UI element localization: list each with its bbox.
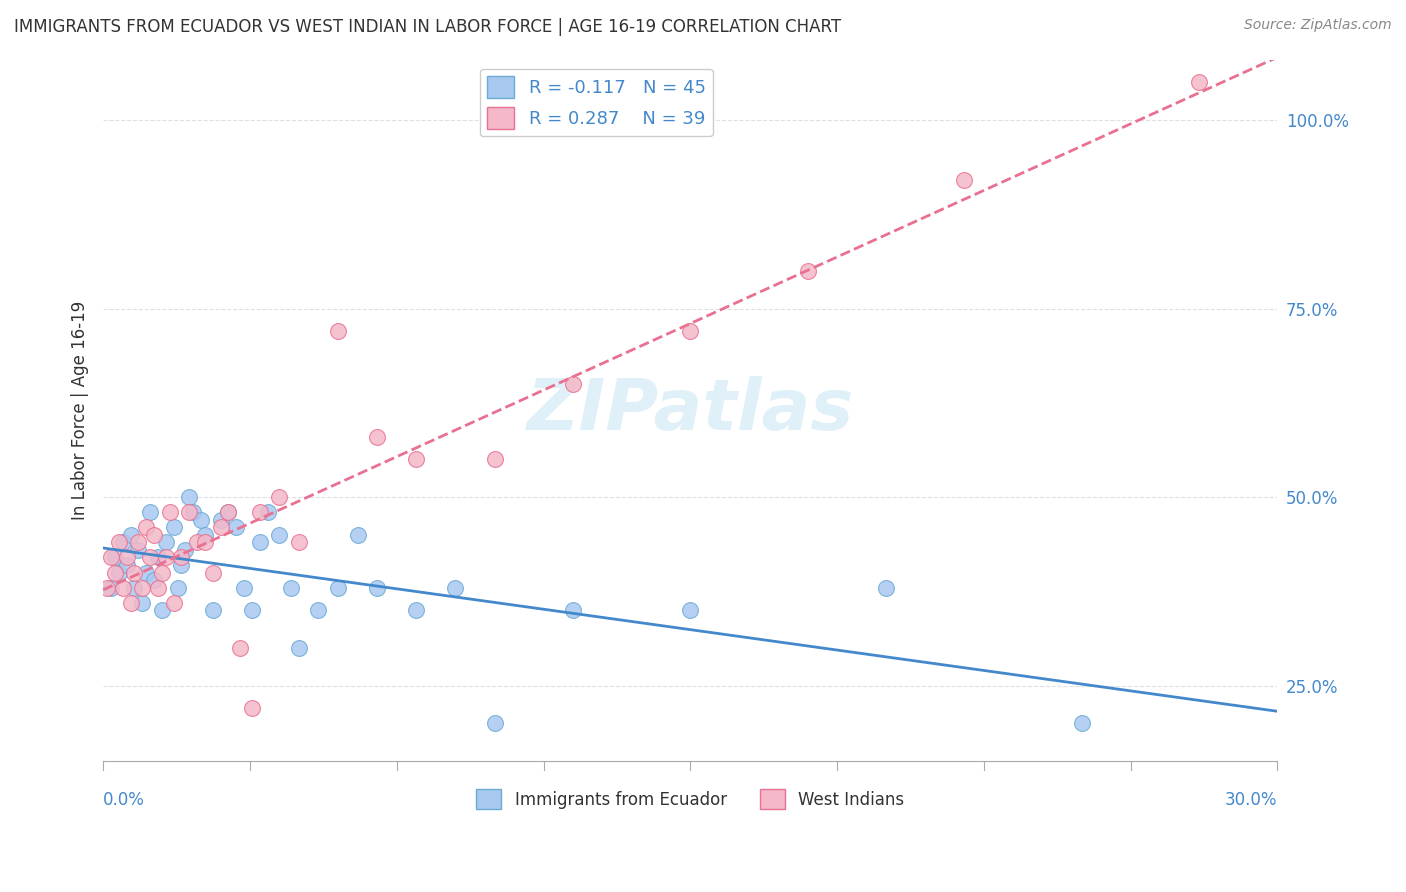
Point [166, 581, 188, 595]
Point [170, 558, 193, 572]
Point [179, 505, 201, 519]
Point [115, 558, 138, 572]
Point [96, 581, 118, 595]
Point [209, 513, 232, 527]
Point [159, 505, 181, 519]
Point [307, 603, 329, 617]
Point [135, 566, 157, 580]
Point [366, 430, 388, 444]
Point [1188, 75, 1211, 89]
Point [249, 535, 271, 549]
Point [100, 550, 122, 565]
Point [561, 376, 583, 391]
Text: IMMIGRANTS FROM ECUADOR VS WEST INDIAN IN LABOR FORCE | AGE 16-19 CORRELATION CH: IMMIGRANTS FROM ECUADOR VS WEST INDIAN I… [14, 18, 841, 36]
Y-axis label: In Labor Force | Age 16-19: In Labor Force | Age 16-19 [72, 301, 89, 520]
Point [107, 566, 129, 580]
Point [155, 550, 177, 565]
Point [405, 452, 427, 467]
Point [107, 535, 129, 549]
Point [288, 640, 311, 655]
Point [115, 550, 138, 565]
Text: 30.0%: 30.0% [1225, 791, 1278, 809]
Point [217, 505, 239, 519]
Text: 0.0%: 0.0% [103, 791, 145, 809]
Text: Source: ZipAtlas.com: Source: ZipAtlas.com [1244, 18, 1392, 32]
Point [124, 566, 146, 580]
Point [796, 264, 818, 278]
Point [875, 581, 897, 595]
Point [143, 528, 166, 542]
Point [150, 566, 173, 580]
Point [679, 603, 702, 617]
Point [269, 490, 291, 504]
Point [155, 535, 177, 549]
Point [179, 490, 201, 504]
Point [288, 535, 311, 549]
Legend: Immigrants from Ecuador, West Indians: Immigrants from Ecuador, West Indians [470, 782, 911, 816]
Point [953, 173, 976, 187]
Point [111, 535, 134, 549]
Point [162, 520, 184, 534]
Point [1070, 716, 1092, 731]
Point [139, 550, 162, 565]
Point [484, 452, 506, 467]
Point [249, 505, 271, 519]
Point [444, 581, 467, 595]
Point [209, 520, 232, 534]
Point [186, 535, 208, 549]
Point [146, 550, 169, 565]
Point [346, 528, 368, 542]
Point [679, 324, 702, 338]
Point [104, 566, 127, 580]
Point [561, 603, 583, 617]
Point [201, 603, 224, 617]
Point [269, 528, 291, 542]
Point [240, 701, 263, 715]
Point [240, 603, 263, 617]
Point [190, 513, 212, 527]
Point [104, 550, 127, 565]
Point [233, 581, 256, 595]
Point [127, 535, 149, 549]
Text: ZIPatlas: ZIPatlas [527, 376, 853, 445]
Point [150, 603, 173, 617]
Point [326, 324, 349, 338]
Point [217, 505, 239, 519]
Point [131, 581, 153, 595]
Point [194, 528, 217, 542]
Point [131, 596, 153, 610]
Point [100, 581, 122, 595]
Point [170, 550, 193, 565]
Point [146, 581, 169, 595]
Point [225, 520, 247, 534]
Point [484, 716, 506, 731]
Point [181, 505, 204, 519]
Point [120, 528, 142, 542]
Point [174, 542, 197, 557]
Point [124, 581, 146, 595]
Point [366, 581, 388, 595]
Point [135, 520, 157, 534]
Point [111, 581, 134, 595]
Point [162, 596, 184, 610]
Point [143, 573, 166, 587]
Point [229, 640, 252, 655]
Point [256, 505, 278, 519]
Point [280, 581, 302, 595]
Point [127, 542, 149, 557]
Point [194, 535, 217, 549]
Point [326, 581, 349, 595]
Point [201, 566, 224, 580]
Point [120, 596, 142, 610]
Point [405, 603, 427, 617]
Point [139, 505, 162, 519]
